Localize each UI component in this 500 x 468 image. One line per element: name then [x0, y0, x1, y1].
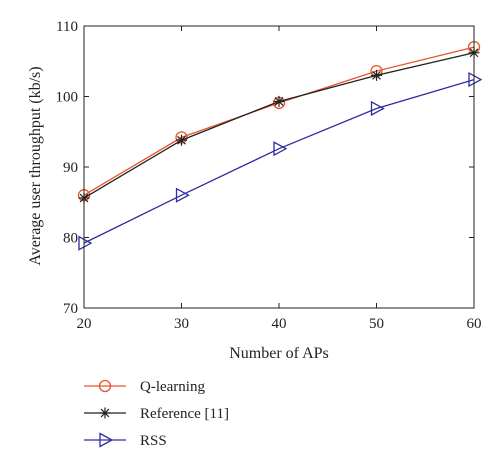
marker-triangle — [468, 71, 483, 88]
x-tick-label: 30 — [174, 316, 189, 332]
series-line-reference-11 — [83, 52, 475, 199]
y-tick-label: 110 — [56, 19, 78, 35]
marker-circle — [98, 379, 112, 393]
marker-asterisk — [99, 407, 111, 419]
data-point-reference-11 — [176, 134, 187, 146]
marker-triangle — [175, 187, 190, 203]
marker-triangle — [370, 100, 385, 117]
legend-label-rss: RSS — [140, 433, 167, 449]
x-axis-title: Number of APs — [229, 345, 329, 362]
data-point-reference-11 — [273, 95, 285, 107]
x-tick-label: 40 — [272, 316, 287, 332]
y-tick-label: 80 — [63, 231, 78, 247]
data-point-reference-11 — [371, 69, 382, 81]
legend-marker-rss — [99, 432, 114, 448]
plot-frame — [83, 25, 475, 309]
plot-area — [77, 41, 483, 251]
data-point-rss — [370, 100, 385, 117]
x-tick-label: 50 — [369, 316, 384, 332]
series-line-rss — [83, 78, 475, 244]
data-point-rss — [78, 235, 93, 251]
y-tick-label: 90 — [63, 160, 78, 176]
marker-triangle — [99, 432, 114, 448]
legend-marker-reference-11 — [99, 407, 111, 419]
data-point-rss — [468, 71, 483, 88]
y-axis-title: Average user throughput (kb/s) — [27, 66, 44, 265]
legend-label-reference-11: Reference [11] — [140, 406, 229, 422]
x-tick-label: 20 — [77, 316, 92, 332]
y-tick-label: 100 — [56, 90, 79, 106]
legend: Q-learning Reference [11] RSS — [84, 379, 229, 449]
legend-label-q-learning: Q-learning — [140, 379, 205, 395]
data-point-rss — [175, 187, 190, 203]
y-tick-label: 70 — [63, 301, 78, 317]
marker-asterisk — [273, 95, 285, 107]
marker-asterisk — [371, 69, 382, 81]
x-tick-label: 60 — [467, 316, 482, 332]
marker-asterisk — [176, 134, 187, 146]
marker-triangle — [273, 141, 288, 157]
legend-marker-q-learning — [98, 379, 112, 393]
series-line-q-learning — [83, 46, 475, 196]
data-point-rss — [273, 141, 288, 157]
marker-triangle — [78, 235, 93, 251]
axes: 20 30 40 50 60 70 80 90 100 110 — [56, 19, 482, 332]
